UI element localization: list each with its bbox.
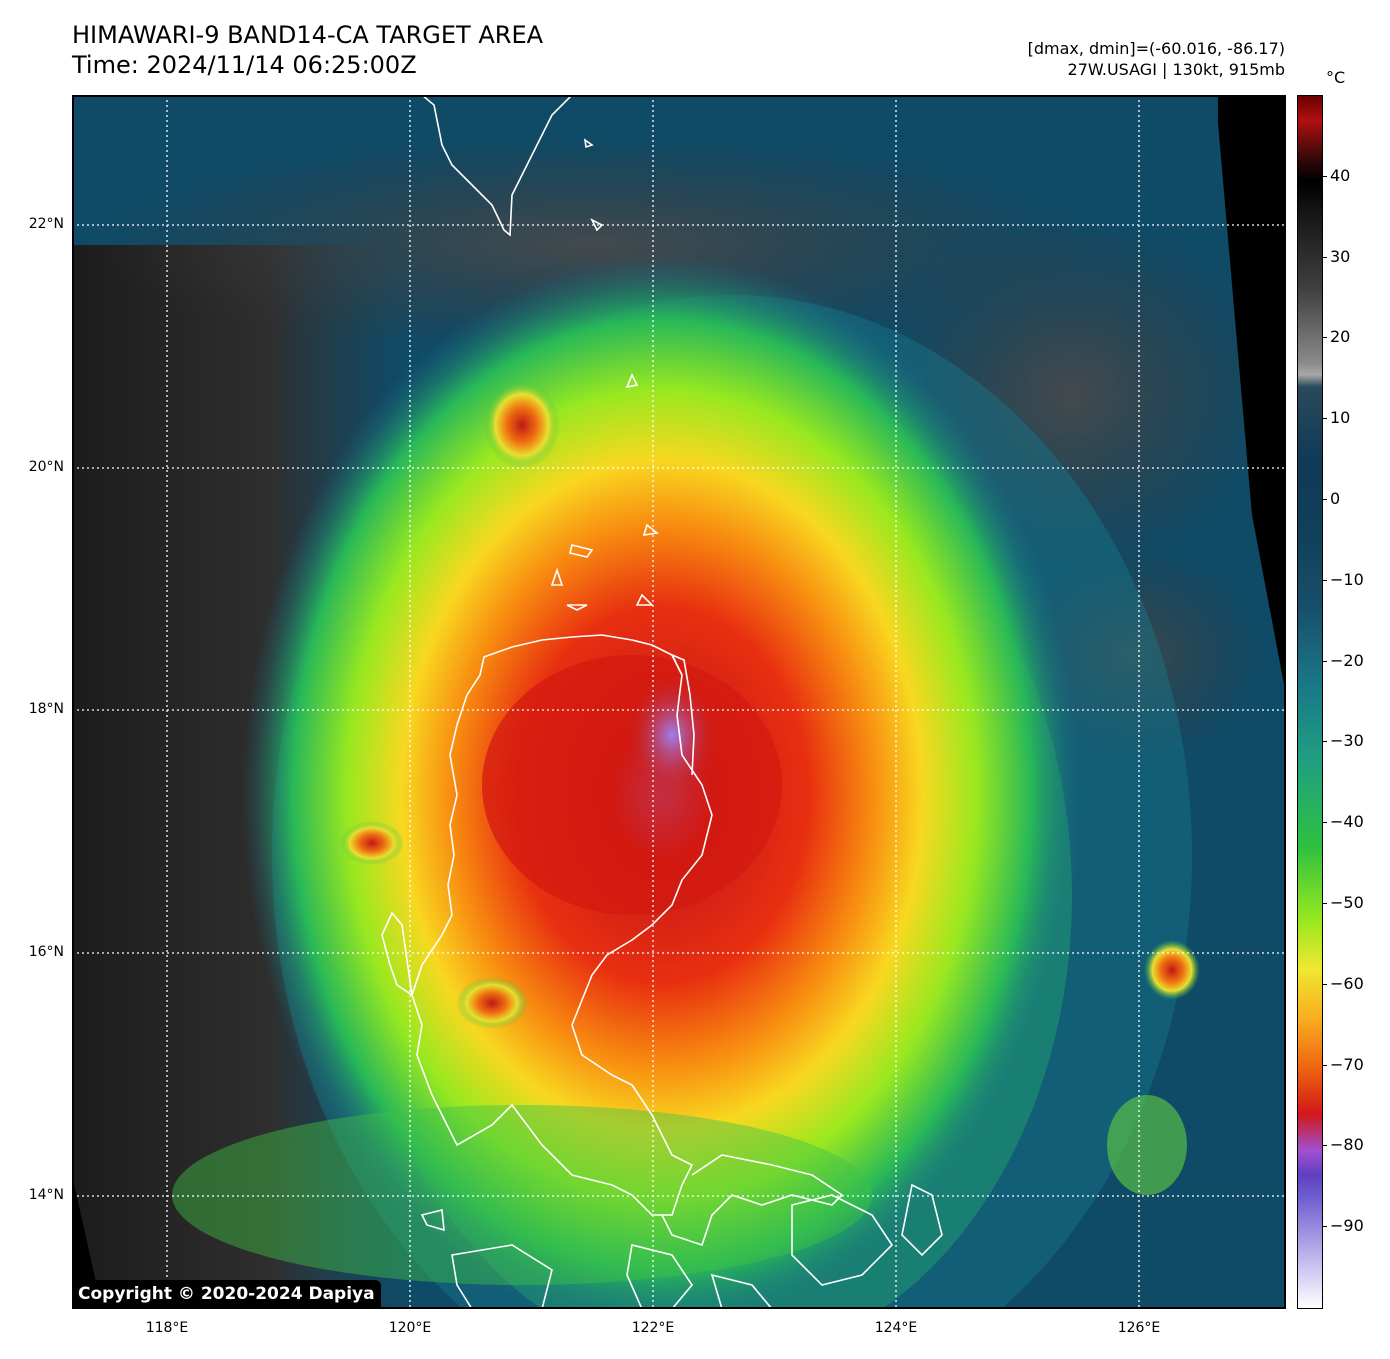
lon-label-126: 126°E: [1117, 1320, 1161, 1336]
map-title: HIMAWARI-9 BAND14-CA TARGET AREA Time: 2…: [72, 20, 543, 80]
lon-label-118: 118°E: [145, 1320, 189, 1336]
colorbar-tick-label: 30: [1330, 246, 1351, 266]
no-data-region: [72, 1175, 102, 1309]
colorbar-tick-label: −90: [1330, 1216, 1364, 1236]
luzon-coast: [381, 634, 713, 1216]
colorbar-tick-label: −50: [1330, 893, 1364, 912]
catanduanes-coast: [901, 1183, 943, 1257]
eyewall: [482, 655, 782, 915]
lat-label-18: 18°N: [28, 701, 64, 717]
north-gray-area: [92, 135, 1092, 355]
colorbar-tick: [1322, 983, 1327, 985]
colorbar-tick-label: −20: [1330, 650, 1364, 670]
colorbar-tick-label: 0: [1330, 489, 1341, 508]
colorbar-tick-label: −60: [1330, 973, 1364, 993]
colorbar-tick: [1322, 256, 1327, 258]
no-data-region: [1218, 123, 1286, 695]
colorbar-tick-label: −40: [1330, 812, 1364, 832]
lon-label-120: 120°E: [388, 1320, 432, 1336]
convective-cell: [1144, 940, 1200, 1000]
colorbar-tick-label: −80: [1330, 1135, 1364, 1155]
colorbar-tick-label: −70: [1330, 1054, 1364, 1074]
colorbar-tick: [1322, 1145, 1327, 1147]
lon-label-124: 124°E: [874, 1320, 918, 1336]
colorbar-tick-label: −10: [1330, 569, 1364, 589]
convective-cell: [484, 381, 560, 469]
rainband: [172, 1105, 872, 1285]
copyright-badge: Copyright © 2020-2024 Dapiya: [72, 1280, 381, 1308]
lat-label-16: 16°N: [28, 944, 64, 960]
storm-info: [dmax, dmin]=(-60.016, -86.17) 27W.USAGI…: [1028, 38, 1285, 80]
cagayan-coast: [670, 653, 695, 776]
storm-name-intensity: 27W.USAGI | 130kt, 915mb: [1067, 60, 1285, 79]
colorbar-tick: [1322, 822, 1327, 824]
colorbar-tick: [1322, 418, 1327, 420]
convective-cell: [1107, 1095, 1187, 1195]
lat-label-20: 20°N: [28, 459, 64, 475]
colorbar-tick: [1322, 175, 1327, 177]
colorbar-tick: [1322, 741, 1327, 743]
colorbar-tick: [1322, 579, 1327, 581]
satellite-imagery: [72, 95, 1286, 1309]
title-line-time: Time: 2024/11/14 06:25:00Z: [72, 51, 417, 79]
colorbar-tick-label: −30: [1330, 731, 1364, 751]
graticule: [72, 95, 1286, 1309]
colorbar-unit: °C: [1326, 68, 1346, 87]
temperature-range: [dmax, dmin]=(-60.016, -86.17): [1027, 39, 1285, 58]
bicol-coast: [661, 1154, 844, 1247]
title-line-product: HIMAWARI-9 BAND14-CA TARGET AREA: [72, 21, 544, 49]
convective-cell: [340, 821, 404, 865]
colorbar-tick-label: 10: [1330, 408, 1351, 428]
colorbar-tick: [1322, 337, 1327, 339]
colorbar-tick-label: 40: [1330, 165, 1351, 185]
satellite-map: [72, 95, 1286, 1309]
colorbar: [1297, 95, 1323, 1309]
colorbar-tick: [1322, 499, 1327, 500]
lat-label-14: 14°N: [28, 1187, 64, 1203]
lat-label-22: 22°N: [28, 216, 64, 232]
convective-cell: [456, 977, 528, 1029]
colorbar-tick: [1322, 660, 1327, 662]
typhoon-eye: [627, 675, 717, 795]
colorbar-tick-label: 20: [1330, 327, 1351, 347]
taiwan-coast: [421, 95, 573, 237]
colorbar-tick: [1322, 1226, 1327, 1228]
mindoro-coast: [420, 1208, 553, 1309]
colorbar-tick: [1322, 903, 1327, 904]
masbate-coast: [626, 1244, 774, 1309]
island: [583, 138, 604, 232]
no-data-region: [1218, 95, 1286, 123]
lon-label-122: 122°E: [631, 1320, 675, 1336]
babuyan-islands: [550, 373, 659, 611]
coastlines: [381, 95, 943, 1309]
colorbar-tick: [1322, 1064, 1327, 1066]
